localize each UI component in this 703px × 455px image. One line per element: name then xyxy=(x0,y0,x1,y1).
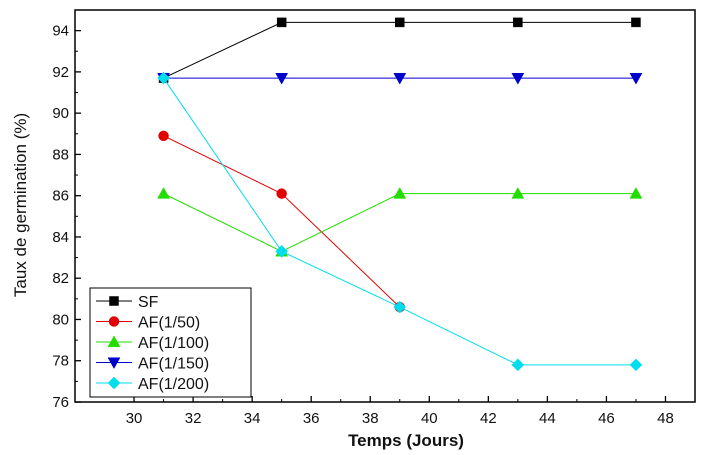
x-tick-label: 48 xyxy=(657,410,674,427)
legend-label: AF(1/150) xyxy=(138,356,209,373)
y-tick-label: 84 xyxy=(52,229,69,246)
series-2 xyxy=(158,130,406,313)
x-tick-label: 38 xyxy=(362,410,379,427)
data-point xyxy=(395,17,405,28)
data-point xyxy=(511,73,525,85)
plot-frame xyxy=(74,9,696,403)
series-3 xyxy=(157,187,643,257)
y-tick-label: 90 xyxy=(52,105,69,122)
data-point xyxy=(393,300,407,314)
x-tick-label: 42 xyxy=(480,410,497,427)
series-1 xyxy=(158,17,641,83)
data-point xyxy=(275,73,289,85)
x-tick-label: 30 xyxy=(126,410,143,427)
legend-label: AF(1/200) xyxy=(138,376,209,393)
data-point xyxy=(631,17,641,28)
legend: SF AF(1/50) AF(1/100) AF(1/150) AF(1/200) xyxy=(89,287,252,398)
y-tick-label: 92 xyxy=(52,64,69,81)
y-axis: 76 78 80 82 84 86 88 90 92 94 xyxy=(52,23,81,411)
x-tick-label: 46 xyxy=(598,410,615,427)
data-point xyxy=(393,187,407,199)
data-point xyxy=(393,73,407,85)
data-point xyxy=(157,187,170,199)
legend-marker xyxy=(109,296,119,306)
y-tick-label: 78 xyxy=(52,353,69,370)
y-tick-label: 86 xyxy=(52,188,69,205)
legend-marker xyxy=(107,357,121,370)
x-tick-label: 32 xyxy=(185,410,202,427)
x-tick-label: 34 xyxy=(244,410,261,427)
legend-marker xyxy=(107,335,121,348)
legend-marker xyxy=(107,376,121,390)
series-5 xyxy=(157,71,643,372)
data-point xyxy=(276,17,287,28)
x-axis: 30 32 34 36 38 40 42 44 46 48 xyxy=(126,396,674,427)
data-point xyxy=(157,71,170,85)
data-point xyxy=(511,358,525,372)
data-point xyxy=(513,17,523,28)
series-4 xyxy=(157,73,643,85)
y-tick-label: 80 xyxy=(52,311,69,328)
data-point xyxy=(275,245,289,258)
x-tick-label: 36 xyxy=(303,410,320,427)
data-point xyxy=(511,187,525,199)
legend-label: AF(1/100) xyxy=(138,335,209,352)
y-tick-label: 88 xyxy=(52,146,69,163)
legend-label: AF(1/50) xyxy=(138,315,200,332)
series-line xyxy=(163,135,401,308)
y-tick-label: 82 xyxy=(52,270,69,287)
series-line xyxy=(163,193,636,252)
series-layer xyxy=(157,17,643,372)
y-tick-label: 94 xyxy=(52,23,69,40)
data-point xyxy=(158,130,169,142)
y-axis-title: Taux de germination (%) xyxy=(11,113,30,297)
legend-label: SF xyxy=(138,294,159,311)
legend-marker xyxy=(108,316,120,327)
data-point xyxy=(629,73,643,85)
x-tick-label: 40 xyxy=(421,410,438,427)
y-tick-label: 76 xyxy=(52,394,69,411)
data-point xyxy=(276,188,287,199)
data-point xyxy=(629,358,643,372)
data-point xyxy=(629,187,643,199)
x-axis-title: Temps (Jours) xyxy=(348,431,464,450)
series-line xyxy=(163,21,636,79)
x-tick-label: 44 xyxy=(539,410,556,427)
